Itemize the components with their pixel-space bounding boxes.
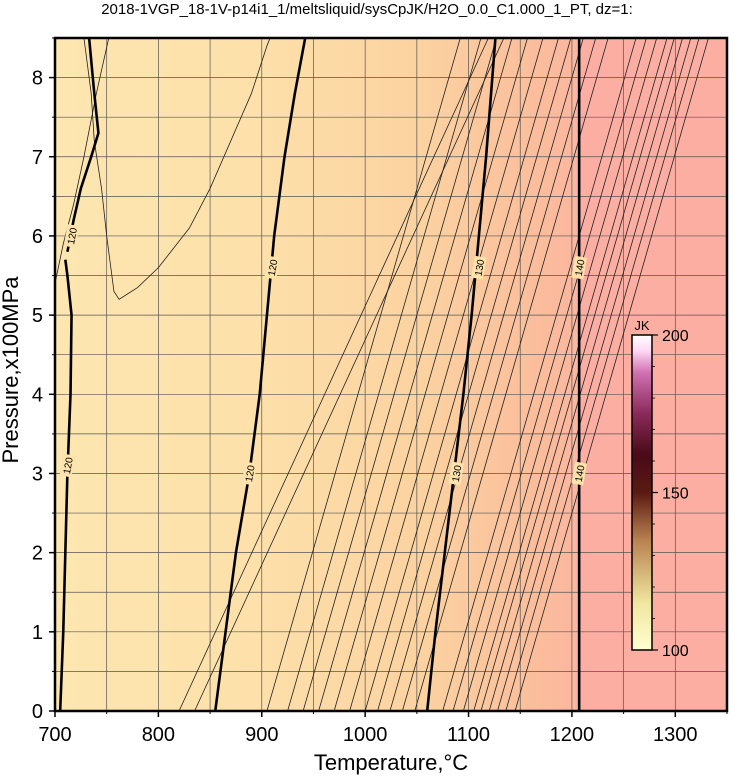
contour-label-bg [63, 224, 80, 248]
y-tick-label: 7 [32, 147, 43, 169]
minor-contour [497, 38, 692, 711]
minor-contour [462, 38, 658, 711]
colorbar-ticks: 100 150 200 [652, 328, 689, 660]
minor-contour [452, 38, 647, 711]
x-tick-label: 1200 [550, 724, 595, 746]
contour-label-text: 130 [451, 464, 465, 483]
minor-contours [55, 38, 709, 711]
major-contour-120 [213, 38, 307, 711]
contour-label-bg [571, 461, 587, 486]
colorbar-tick-label: 150 [662, 486, 689, 503]
x-tick-label: 800 [142, 724, 175, 746]
y-tick-label: 4 [32, 384, 43, 406]
major-contour-120 [58, 259, 73, 711]
y-axis-ticks: 0 1 2 3 4 5 6 7 8 [32, 37, 55, 723]
x-tick-label: 900 [245, 724, 278, 746]
y-tick-label: 2 [32, 543, 43, 565]
contour-label-text: 140 [574, 258, 588, 277]
minor-contour [194, 38, 505, 711]
x-axis-label: Temperature,°C [314, 750, 468, 775]
y-axis-label: Pressure,x100MPa [0, 276, 23, 464]
contour-label: 130 [448, 461, 465, 486]
contour-label-bg [241, 461, 258, 486]
minor-contour [377, 38, 572, 711]
minor-contour [55, 38, 110, 284]
minor-contour [401, 38, 597, 711]
contour-label: 140 [571, 461, 588, 486]
minor-contour [364, 38, 559, 711]
plot-frame [53, 36, 729, 713]
minor-contour [473, 38, 668, 711]
contour-label-bg [471, 255, 487, 280]
x-tick-label: 700 [38, 724, 71, 746]
y-tick-label: 3 [32, 463, 43, 485]
contour-label-text: 120 [66, 227, 80, 246]
minor-contour [318, 38, 513, 711]
contour-label: 120 [241, 461, 258, 486]
minor-contour [442, 38, 637, 711]
major-contours [58, 38, 581, 711]
colorbar-tick-label: 200 [662, 328, 689, 345]
minor-contour [505, 38, 700, 711]
contour-label-bg [571, 255, 587, 280]
minor-contour [266, 38, 461, 711]
contour-label-bg [59, 453, 76, 478]
high-value-region [579, 38, 727, 711]
chart-title: 2018-1VGP_18-1V-p14i1_1/meltsliquid/sysC… [101, 1, 633, 18]
y-tick-label: 0 [32, 701, 43, 723]
y-tick-label: 8 [32, 68, 43, 90]
y-tick-label: 1 [32, 622, 43, 644]
contour-label-text: 120 [62, 456, 76, 475]
colorbar-ramp [631, 334, 653, 651]
colorbar: JK 100 150 200 [631, 318, 689, 660]
major-contour-130 [425, 38, 497, 711]
contour-label-text: 120 [244, 464, 258, 483]
minor-contour [414, 38, 609, 711]
contour-label-text: 120 [267, 258, 281, 277]
minor-contour-loop [83, 38, 271, 300]
contour-label: 130 [471, 255, 487, 280]
contour-label: 140 [571, 255, 588, 280]
minor-contour [514, 38, 709, 711]
x-tick-label: 1100 [447, 724, 490, 746]
contour-label-bg [448, 461, 464, 486]
contour-label: 120 [59, 453, 76, 478]
contour-label: 120 [63, 224, 80, 248]
minor-contour [389, 38, 584, 711]
contour-label-text: 130 [473, 258, 487, 277]
colorbar-label: JK [634, 318, 650, 333]
minor-contour [302, 38, 497, 711]
y-tick-label: 5 [32, 305, 43, 327]
minor-contour [287, 38, 482, 711]
major-contour-120 [66, 38, 100, 253]
colorbar-tick-label: 100 [662, 643, 689, 660]
x-tick-label: 1000 [343, 724, 388, 746]
minor-contour [333, 38, 528, 711]
contour-label: 120 [264, 255, 281, 280]
contour-label-bg [264, 255, 280, 280]
x-tick-label: 1300 [653, 724, 698, 746]
minor-contour [349, 38, 544, 711]
minor-contour [488, 38, 683, 711]
x-axis-ticks: 700 800 900 1000 1100 1200 1300 [38, 711, 728, 746]
y-tick-label: 6 [32, 226, 43, 248]
contour-labels: 120 120 120 130 140 120 130 140 [59, 224, 588, 486]
minor-contour [480, 38, 675, 711]
contour-label-text: 140 [574, 464, 588, 483]
